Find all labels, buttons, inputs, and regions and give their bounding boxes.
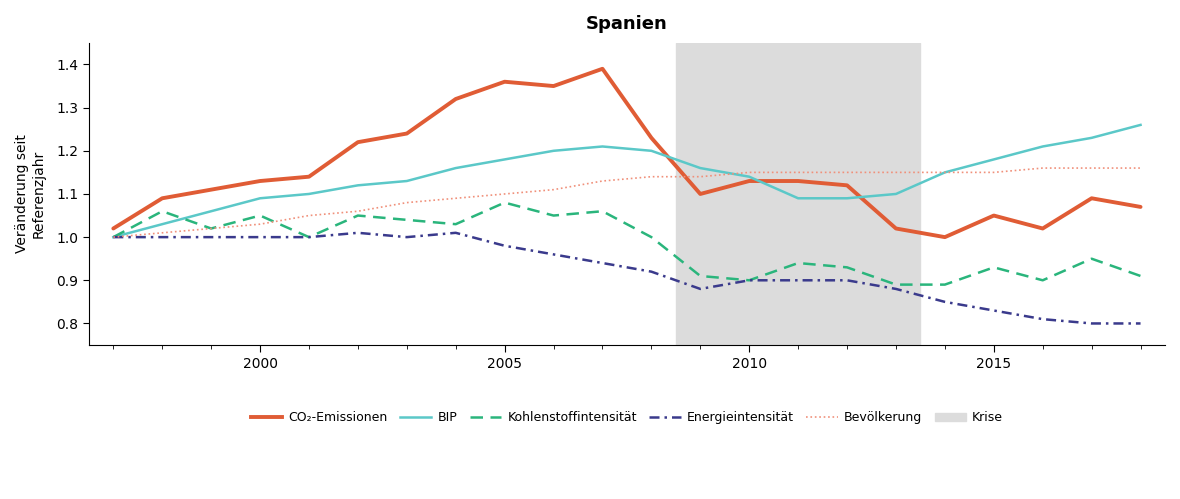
Title: Spanien: Spanien	[586, 15, 668, 33]
Legend: CO₂-Emissionen, BIP, Kohlenstoffintensität, Energieintensität, Bevölkerung, Kris: CO₂-Emissionen, BIP, Kohlenstoffintensit…	[245, 407, 1008, 430]
Y-axis label: Veränderung seit
Referenzjahr: Veränderung seit Referenzjahr	[15, 135, 45, 253]
Bar	[676, 43, 920, 345]
